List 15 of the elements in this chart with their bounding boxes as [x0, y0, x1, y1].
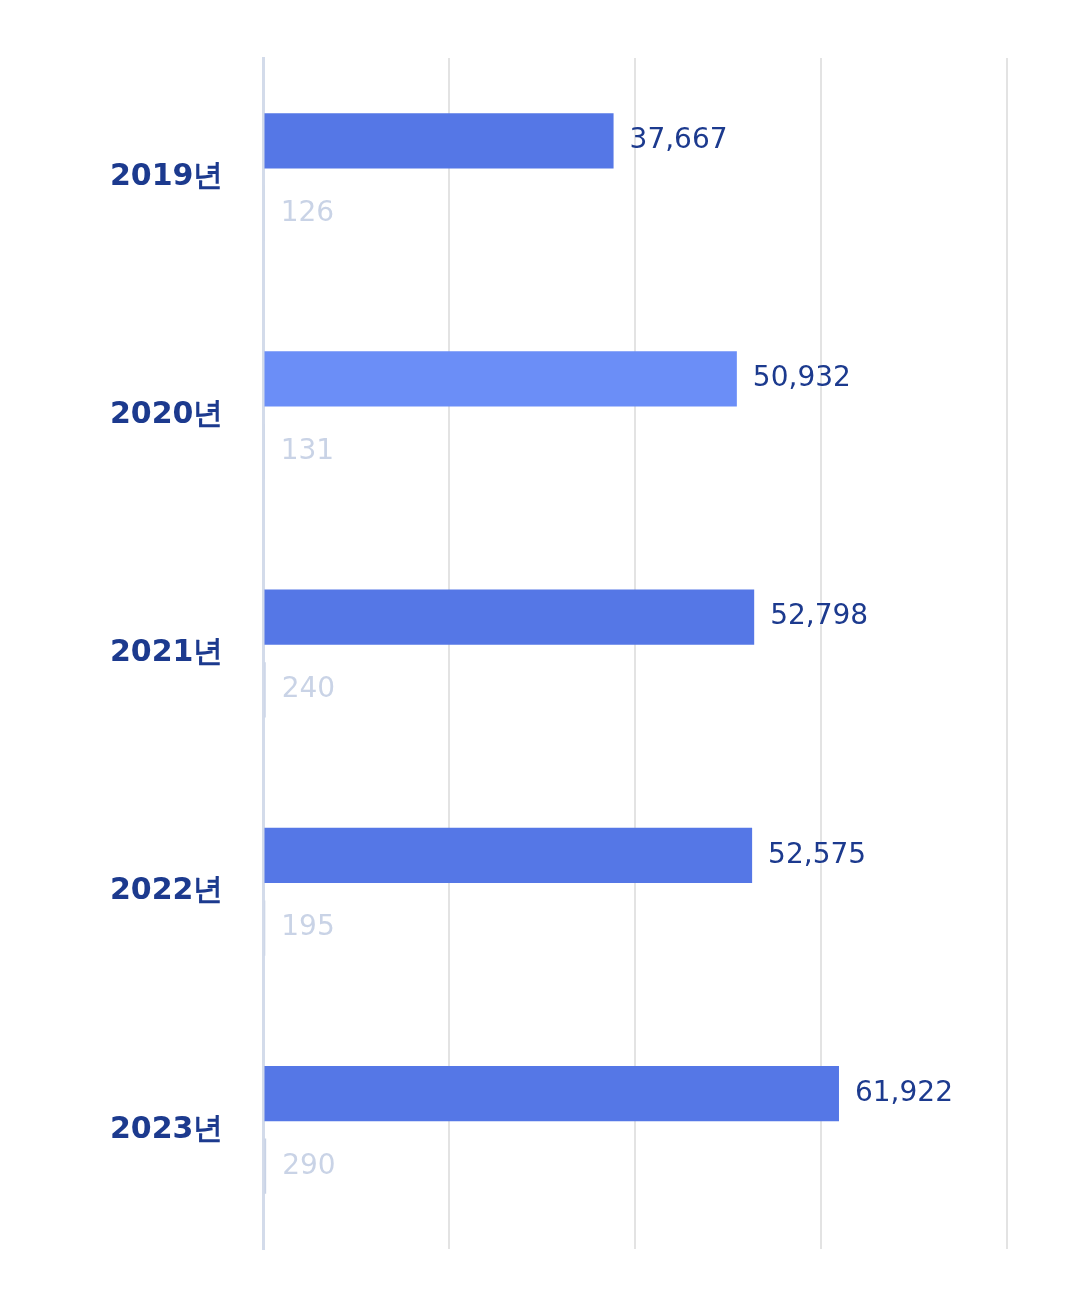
bar [264, 351, 737, 407]
y-tick-label: 2020년 [110, 395, 224, 431]
data-label: 50,932 [752, 360, 851, 394]
y-tick-label: 2022년 [110, 871, 224, 907]
data-label: 52,575 [768, 836, 867, 870]
bar [264, 827, 753, 883]
y-tick-label: 2021년 [110, 633, 224, 669]
bar [264, 589, 755, 645]
data-label: 52,798 [770, 598, 869, 632]
bar [264, 113, 614, 169]
y-tick-label: 2019년 [110, 156, 224, 192]
y-tick-label: 2023년 [110, 1109, 224, 1145]
bar [264, 1065, 839, 1122]
data-label: 37,667 [629, 122, 728, 156]
data-label: 61,922 [854, 1074, 953, 1108]
